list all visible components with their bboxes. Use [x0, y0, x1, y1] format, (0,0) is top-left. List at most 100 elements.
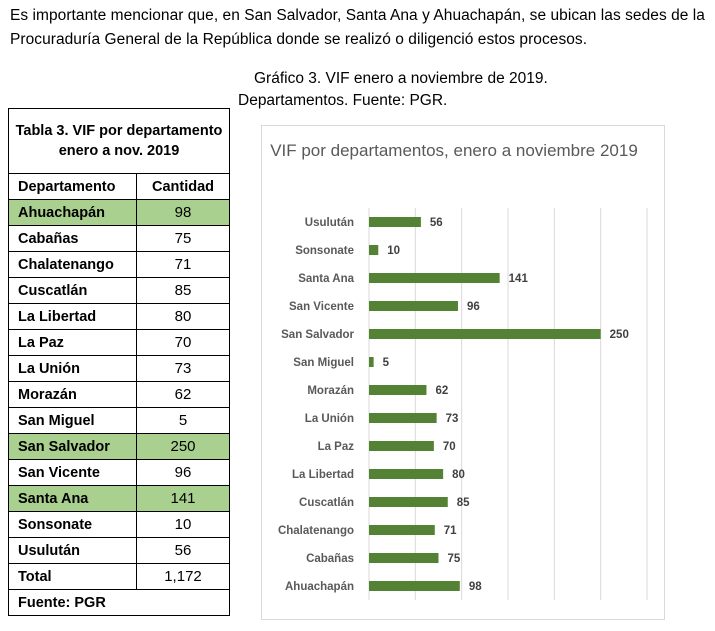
- cell-quantity: 75: [136, 225, 230, 252]
- cell-department: San Vicente: [8, 459, 137, 486]
- bar: [369, 413, 437, 423]
- table-row: San Salvador 250: [8, 433, 230, 460]
- table-title-row: Tabla 3. VIF por departamento enero a no…: [8, 108, 230, 174]
- cell-quantity: 80: [136, 303, 230, 330]
- table-source: Fuente: PGR: [8, 589, 230, 616]
- cell-quantity: 62: [136, 381, 230, 408]
- category-label: San Vicente: [289, 301, 354, 313]
- category-label: San Miguel: [293, 357, 354, 369]
- table-row: La Paz 70: [8, 329, 230, 356]
- bar: [369, 301, 458, 311]
- category-label: Cabañas: [306, 553, 354, 565]
- data-label: 75: [448, 553, 461, 565]
- bar-chart: VIF por departamentos, enero a noviembre…: [261, 125, 665, 620]
- bar: [369, 245, 379, 255]
- bar: [369, 469, 444, 479]
- category-label: Ahuachapán: [285, 581, 354, 593]
- bar: [369, 441, 434, 451]
- category-label: Sonsonate: [295, 245, 354, 257]
- header-department: Departamento: [8, 173, 137, 200]
- bar: [369, 273, 500, 283]
- cell-department: Ahuachapán: [8, 199, 137, 226]
- bar: [369, 385, 427, 395]
- figure-caption: Gráfico 3. VIF enero a noviembre de 2019…: [238, 68, 588, 112]
- bar: [369, 357, 374, 367]
- header-quantity: Cantidad: [136, 173, 230, 200]
- table-row: Cuscatlán 85: [8, 277, 230, 304]
- table-row: Chalatenango 71: [8, 251, 230, 278]
- table-row: La Unión 73: [8, 355, 230, 382]
- category-label: Chalatenango: [278, 525, 354, 537]
- table-row: San Miguel 5: [8, 407, 230, 434]
- chart-title: VIF por departamentos, enero a noviembre…: [270, 141, 638, 160]
- table-row: San Vicente 96: [8, 459, 230, 486]
- data-label: 62: [435, 385, 448, 397]
- data-label: 250: [610, 329, 629, 341]
- table-source-row: Fuente: PGR: [8, 589, 230, 616]
- cell-department: Santa Ana: [8, 485, 137, 512]
- cell-quantity: 10: [136, 511, 230, 538]
- category-label: La Paz: [318, 441, 355, 453]
- table-row: Cabañas 75: [8, 225, 230, 252]
- cell-quantity: 70: [136, 329, 230, 356]
- data-label: 56: [430, 217, 443, 229]
- data-label: 10: [387, 245, 400, 257]
- cell-department: Sonsonate: [8, 511, 137, 538]
- category-label: La Libertad: [292, 469, 354, 481]
- cell-department: Usulután: [8, 537, 137, 564]
- total-value: 1,172: [136, 563, 230, 590]
- cell-quantity: 5: [136, 407, 230, 434]
- category-label: Santa Ana: [298, 273, 354, 285]
- table-row: Morazán 62: [8, 381, 230, 408]
- data-label: 80: [452, 469, 465, 481]
- cell-quantity: 71: [136, 251, 230, 278]
- category-label: San Salvador: [281, 329, 354, 341]
- cell-department: Cuscatlán: [8, 277, 137, 304]
- bar: [369, 329, 601, 339]
- cell-quantity: 96: [136, 459, 230, 486]
- table-row: Ahuachapán 98: [8, 199, 230, 226]
- table-row: Sonsonate 10: [8, 511, 230, 538]
- table-header-row: Departamento Cantidad: [8, 173, 230, 200]
- category-label: Cuscatlán: [299, 497, 354, 509]
- cell-quantity: 98: [136, 199, 230, 226]
- cell-quantity: 250: [136, 433, 230, 460]
- table-row: Usulután 56: [8, 537, 230, 564]
- total-label: Total: [8, 563, 137, 590]
- data-label: 98: [469, 581, 482, 593]
- table-row: Santa Ana 141: [8, 485, 230, 512]
- cell-quantity: 141: [136, 485, 230, 512]
- cell-department: San Salvador: [8, 433, 137, 460]
- figure-caption-line2: Departamentos. Fuente: PGR.: [238, 92, 448, 109]
- cell-department: San Miguel: [8, 407, 137, 434]
- data-label: 5: [383, 357, 390, 369]
- data-label: 71: [444, 525, 457, 537]
- cell-department: Morazán: [8, 381, 137, 408]
- cell-department: La Paz: [8, 329, 137, 356]
- chart-plot-area: Usulután 56 Sonsonate 10 Santa Ana 141 San Vic…: [278, 208, 648, 600]
- cell-department: La Unión: [8, 355, 137, 382]
- cell-department: La Libertad: [8, 303, 137, 330]
- data-label: 73: [446, 413, 459, 425]
- cell-quantity: 56: [136, 537, 230, 564]
- table-row: La Libertad 80: [8, 303, 230, 330]
- figure-caption-line1: Gráfico 3. VIF enero a noviembre de 2019…: [254, 70, 548, 87]
- data-label: 70: [443, 441, 456, 453]
- category-label: Morazán: [307, 385, 354, 397]
- category-label: Usulután: [305, 217, 354, 229]
- bar: [369, 553, 439, 563]
- intro-paragraph: Es importante mencionar que, en San Salv…: [10, 7, 705, 48]
- cell-department: Cabañas: [8, 225, 137, 252]
- table-title: Tabla 3. VIF por departamento enero a no…: [8, 108, 230, 174]
- bar: [369, 217, 421, 227]
- data-label: 96: [467, 301, 480, 313]
- bar: [369, 525, 435, 535]
- cell-quantity: 85: [136, 277, 230, 304]
- data-label: 141: [509, 273, 529, 285]
- category-label: La Unión: [305, 413, 354, 425]
- bar: [369, 581, 460, 591]
- data-label: 85: [457, 497, 470, 509]
- cell-quantity: 73: [136, 355, 230, 382]
- department-table: Tabla 3. VIF por departamento enero a no…: [8, 108, 230, 616]
- cell-department: Chalatenango: [8, 251, 137, 278]
